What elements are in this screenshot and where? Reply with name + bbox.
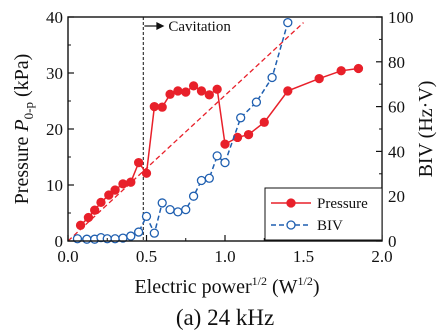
- pressure-data-point: [196, 86, 207, 96]
- legend-pressure-label: Pressure: [317, 196, 368, 212]
- pressure-data-point: [149, 101, 160, 112]
- right-y-tick-label: 100: [388, 8, 414, 27]
- biv-data-point: [196, 175, 207, 186]
- left-y-tick-label: 10: [46, 176, 63, 195]
- biv-series-line: [77, 22, 289, 240]
- trend-line: [67, 22, 304, 242]
- left-y-axis-title-main: Pressure: [11, 132, 33, 205]
- pressure-data-point: [90, 205, 100, 215]
- pressure-data-point: [259, 117, 269, 127]
- pressure-data-point: [188, 81, 199, 91]
- right-y-tick-label: 80: [388, 53, 405, 72]
- right-y-axis-title: BIV (Hz·V): [415, 81, 437, 178]
- right-y-tick-label: 60: [388, 98, 405, 117]
- pressure-data-point: [220, 139, 230, 149]
- trend-lines: [67, 22, 304, 242]
- pressure-data-point: [212, 84, 222, 94]
- right-y-tick-label: 0: [388, 232, 397, 251]
- cavitation-label: Cavitation: [168, 19, 231, 35]
- pressure-data-point: [75, 220, 86, 230]
- pressure-data-point: [165, 89, 175, 99]
- x-axis-title-sup: 1/2: [252, 274, 267, 288]
- pressure-data-point: [83, 212, 94, 223]
- x-tick-label: 1.0: [214, 247, 235, 266]
- pressure-data-point: [181, 87, 191, 97]
- x-tick-label: 0.0: [57, 247, 78, 266]
- x-tick-label: 0.5: [136, 247, 157, 266]
- biv-data-point: [236, 113, 246, 123]
- pressure-data-point: [353, 63, 364, 74]
- left-y-axis-title-italic: P: [11, 119, 33, 132]
- pressure-data-point: [104, 190, 114, 200]
- legend-box: [264, 187, 383, 241]
- pressure-data-point: [96, 197, 106, 208]
- left-y-tick-label: 20: [46, 120, 63, 139]
- biv-data-point: [173, 207, 183, 217]
- biv-data-point: [181, 204, 191, 215]
- pressure-data-point: [336, 66, 346, 76]
- pressure-data-point: [133, 157, 144, 168]
- x-axis-title-unit-sup: 1/2: [298, 274, 313, 288]
- x-tick-label: 2.0: [371, 247, 392, 266]
- pressure-data-point: [173, 86, 183, 96]
- biv-data-point: [204, 173, 214, 183]
- cavitation-arrow-head: [156, 22, 165, 30]
- left-y-tick-label: 40: [46, 8, 63, 27]
- biv-data-point: [126, 231, 136, 241]
- left-y-tick-label: 30: [46, 64, 63, 83]
- biv-data-point: [133, 227, 144, 237]
- legend-biv-label: BIV: [317, 218, 343, 234]
- pressure-data-point: [243, 129, 254, 140]
- pressure-data-point: [126, 177, 136, 187]
- pressure-data-point: [110, 185, 120, 195]
- x-axis-title-unit-open: (W: [267, 276, 298, 298]
- right-y-tick-label: 20: [388, 187, 405, 206]
- biv-data-point: [212, 151, 222, 161]
- right-y-axis-ticks: 0 20 40 60 80 100: [376, 8, 414, 251]
- x-tick-label: 1.5: [293, 247, 314, 266]
- biv-data-point: [188, 191, 199, 201]
- pressure-data-point: [232, 132, 243, 143]
- cavitation-annotation: Cavitation: [142, 17, 231, 241]
- left-y-axis-title-sub: 0-p: [21, 102, 36, 119]
- biv-data-point: [283, 17, 293, 28]
- legend: Pressure BIV: [264, 187, 383, 241]
- legend-biv-marker: [286, 220, 296, 230]
- biv-data-point: [251, 97, 262, 107]
- legend-pressure-marker: [286, 198, 296, 208]
- pressure-data-point: [157, 102, 167, 112]
- biv-data-point: [141, 211, 152, 222]
- left-y-tick-label: 0: [55, 232, 64, 251]
- biv-data-point: [267, 72, 277, 83]
- pressure-data-point: [204, 90, 214, 100]
- biv-data-point: [82, 234, 92, 244]
- biv-data-point: [149, 228, 160, 238]
- series-group: [72, 17, 364, 244]
- x-axis-title-main: Electric power: [134, 276, 251, 298]
- figure-caption: (a) 24 kHz: [176, 305, 274, 330]
- x-axis-title: Electric power1/2 (W1/2): [134, 274, 319, 298]
- pressure-data-point: [283, 86, 293, 96]
- pressure-data-point: [141, 168, 152, 178]
- left-y-axis-ticks: 0 10 20 30 40: [46, 8, 74, 251]
- x-axis-title-unit-close: ): [313, 276, 320, 298]
- biv-data-point: [220, 157, 230, 168]
- left-y-axis-title: Pressure P0-p (kPa): [11, 54, 36, 205]
- left-y-axis-title-unit: (kPa): [11, 54, 33, 102]
- pressure-data-point: [314, 73, 324, 84]
- biv-data-point: [157, 198, 167, 208]
- biv-data-point: [165, 204, 175, 215]
- right-y-tick-label: 40: [388, 142, 405, 161]
- pressure-data-point: [118, 179, 128, 189]
